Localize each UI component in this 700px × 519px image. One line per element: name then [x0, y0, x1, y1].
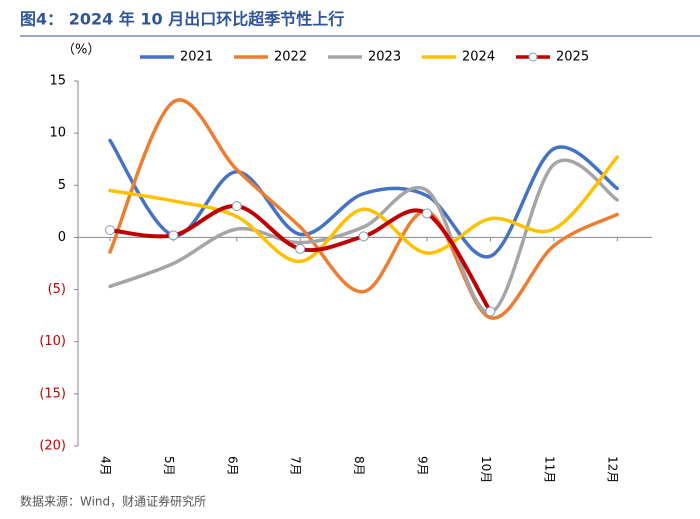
- y-tick-label: 5: [58, 178, 66, 193]
- legend-label: 2022: [274, 50, 307, 65]
- x-tick-label: 9月: [416, 456, 430, 476]
- series-marker: [231, 201, 242, 212]
- x-tick-label: 11月: [542, 456, 556, 483]
- x-tick-label: 7月: [289, 456, 303, 476]
- series-marker: [358, 231, 369, 242]
- y-tick-label: (15): [39, 386, 66, 401]
- x-tick-label: 8月: [352, 456, 366, 476]
- x-tick-label: 5月: [162, 456, 176, 476]
- y-tick-label: 0: [58, 230, 66, 245]
- y-tick-label: (20): [39, 439, 66, 454]
- y-axis-label: （%）: [62, 43, 100, 58]
- series-marker: [105, 225, 115, 236]
- series-line: [108, 155, 619, 264]
- legend-label: 2025: [556, 50, 589, 65]
- series-line: [108, 204, 493, 314]
- series-marker: [168, 230, 179, 241]
- legend-label: 2023: [368, 50, 401, 65]
- x-tick-label: 6月: [225, 456, 239, 476]
- x-tick-label: 4月: [99, 456, 113, 476]
- x-tick-label: 10月: [479, 456, 493, 483]
- y-tick-label: 10: [49, 126, 66, 141]
- y-tick-label: 15: [49, 74, 66, 89]
- series-marker: [485, 306, 496, 317]
- series-marker: [295, 243, 306, 254]
- source: 数据来源：Wind，财通证券研究所: [20, 494, 206, 509]
- legend-label: 2024: [462, 50, 495, 65]
- series-marker: [422, 208, 432, 219]
- series-line: [108, 158, 619, 315]
- chart-title: 图4： 2024 年 10 月出口环比超季节性上行: [20, 10, 344, 29]
- y-tick-label: (10): [39, 334, 66, 349]
- legend-label: 2021: [180, 50, 213, 65]
- legend-marker: [528, 52, 538, 62]
- y-tick-label: (5): [48, 282, 66, 297]
- x-tick-label: 12月: [606, 456, 620, 483]
- series-line: [108, 98, 619, 320]
